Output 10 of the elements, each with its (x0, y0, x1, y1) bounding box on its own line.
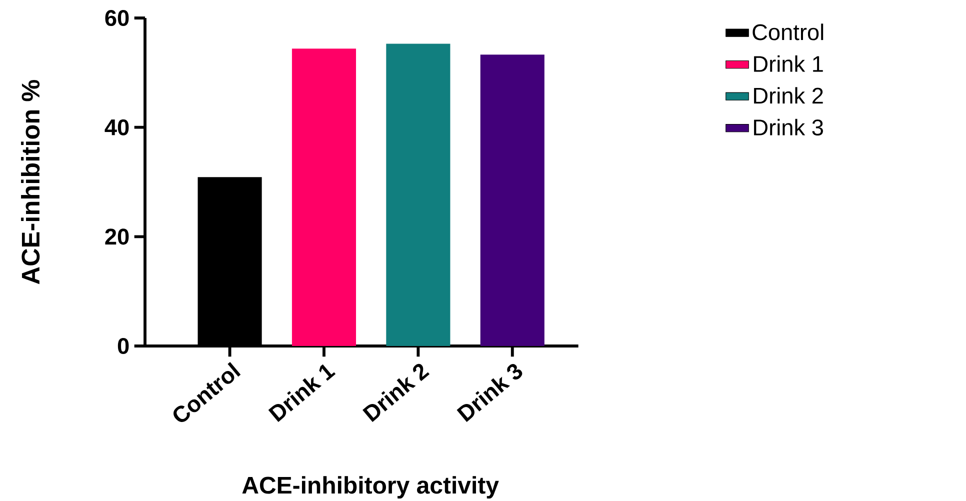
legend-label: Drink 3 (754, 118, 823, 136)
legend-label: Control (752, 24, 824, 40)
legend-label: Drink 1 (754, 55, 823, 72)
x-axis-title: ACE-inhibitory activity (242, 476, 499, 499)
y-tick-label: 40 (104, 119, 129, 136)
y-tick-label: 20 (105, 228, 129, 245)
y-axis-title: ACE-inhibition % (21, 80, 40, 284)
legend-label: Drink 2 (754, 87, 823, 104)
y-tick-label: 0 (118, 338, 129, 354)
y-tick-label: 60 (105, 10, 129, 26)
